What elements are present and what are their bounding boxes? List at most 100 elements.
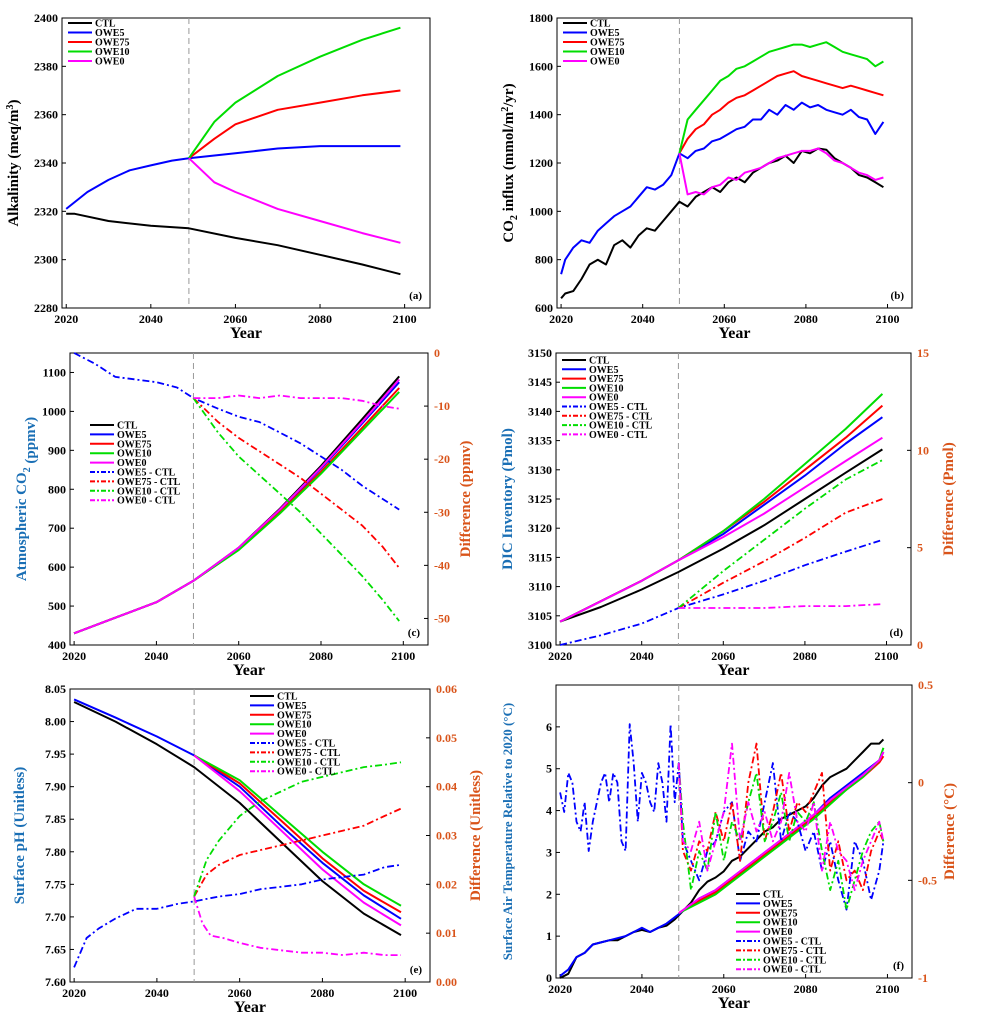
y-axis-label-text: DIC Inventory (Pmol) — [500, 428, 516, 570]
legend-label-text: OWE10 — [277, 720, 311, 731]
series-line-owe75 — [188, 89, 401, 159]
x-tick-label: 2080 — [308, 312, 332, 326]
legend-label: OWE5 - CTL — [277, 739, 336, 750]
y-tick-label: 3150 — [528, 346, 552, 360]
legend-label-text: OWE0 — [95, 57, 124, 68]
legend-label: OWE0 - CTL — [589, 430, 648, 441]
series-line-owe0 — [73, 378, 400, 635]
y-tick-label: 7.60 — [45, 975, 66, 989]
legend-label: OWE10 - CTL — [277, 757, 341, 768]
panel-a: 2020 2040 2060 2080 2100 2280 2300 2320 2340 2360… — [5, 11, 431, 342]
x-tick-label: 2060 — [228, 986, 252, 1000]
legend-label: OWE75 - CTL — [763, 946, 827, 957]
x-tick-label: 2100 — [875, 649, 899, 663]
x-axis-label-text: Year — [230, 325, 262, 342]
y-axis-label: Surface pH (Unitless) — [12, 767, 28, 905]
plot-frame — [69, 352, 429, 646]
y-axis-label: Surface Air Temperature Relative to 2020… — [500, 703, 515, 960]
legend-label-text: OWE0 - CTL — [763, 965, 822, 976]
x-tick-label: 2020 — [54, 312, 78, 326]
legend-label: OWE0 — [277, 729, 306, 740]
y-right-tick-label: 0.00 — [436, 975, 457, 989]
legend-label: OWE5 - CTL — [117, 468, 176, 479]
y-right-tick-label: 0.5 — [918, 678, 933, 692]
legend-label: OWE10 - CTL — [763, 955, 827, 966]
y-tick-label: 3100 — [528, 638, 552, 652]
series-line-owe0-ctl — [193, 896, 401, 956]
legend-label: OWE5 — [589, 365, 618, 376]
series-line-owe10-ctl — [677, 459, 883, 609]
x-tick-label: 2100 — [875, 982, 899, 996]
y-tick-label: 3115 — [529, 550, 552, 564]
legend-label: OWE0 - CTL — [763, 965, 822, 976]
panel-e: 2020 2040 2060 2080 2100 7.60 7.65 7.70 7.75 7.80… — [12, 682, 484, 1016]
legend-label: OWE0 - CTL — [277, 767, 336, 778]
series-line-owe0 — [559, 436, 883, 623]
x-axis-label-text: Year — [234, 999, 266, 1016]
legend-label: OWE75 - CTL — [589, 411, 653, 422]
legend-label: OWE0 — [117, 458, 146, 469]
legend-label: OWE75 - CTL — [117, 477, 181, 488]
series-line-owe0 — [193, 754, 402, 927]
legend-label: OWE10 — [277, 720, 311, 731]
y-tick-label: 8.00 — [45, 715, 66, 729]
panel-c: 2020 2040 2060 2080 2100 400 500 600 700 800 900 10… — [14, 346, 474, 679]
y-tick-label: 5 — [546, 762, 552, 776]
legend-label-text: OWE75 — [763, 908, 797, 919]
y-right-tick-label: 0 — [917, 638, 923, 652]
legend-label-text: OWE10 - CTL — [117, 486, 181, 497]
legend-label-text: OWE75 - CTL — [589, 411, 653, 422]
legend-label: OWE5 — [117, 430, 146, 441]
y-tick-label: 7.65 — [45, 942, 66, 956]
y-tick-label: 3 — [546, 845, 552, 859]
panel-tag-text: (a) — [409, 290, 422, 302]
x-tick-label: 2040 — [630, 649, 654, 663]
y-tick-label: 1800 — [529, 11, 553, 25]
legend-label: CTL — [117, 421, 138, 432]
x-axis-label: Year — [230, 325, 262, 342]
y-tick-label: 1000 — [42, 404, 66, 418]
x-tick-label: 2060 — [711, 649, 735, 663]
legend-label-text: OWE5 - CTL — [277, 739, 336, 750]
legend-label: CTL — [589, 356, 610, 367]
series-line-owe5 — [560, 101, 885, 275]
y-tick-label: 1 — [546, 929, 552, 943]
y-axis-label-superscript: 3 — [5, 104, 16, 109]
legend-label: OWE0 — [95, 57, 124, 68]
plot-frame — [555, 684, 913, 979]
y-tick-label: 1600 — [529, 59, 553, 73]
legend-label: OWE75 - CTL — [277, 748, 341, 759]
panel-tag: (a) — [409, 290, 422, 302]
y-tick-label: 7.90 — [45, 780, 66, 794]
legend-label: OWE5 — [95, 28, 124, 39]
y-right-tick-label: -0.5 — [918, 873, 937, 887]
legend-label: OWE75 — [763, 908, 797, 919]
legend-label-text: OWE5 - CTL — [763, 937, 822, 948]
legend-label-text: OWE10 — [589, 383, 623, 394]
legend-label: OWE75 — [589, 374, 623, 385]
series-line-owe5-ctl — [559, 539, 883, 646]
y-tick-label: 3135 — [528, 434, 552, 448]
y-tick-label: 7.85 — [45, 812, 66, 826]
series-line-owe10 — [193, 754, 402, 907]
y-tick-label: 3110 — [529, 580, 552, 594]
y-tick-label: 800 — [48, 482, 66, 496]
y-tick-label: 3145 — [528, 375, 552, 389]
y-tick-label: 3105 — [528, 609, 552, 623]
y-right-tick-label: 0 — [918, 776, 924, 790]
legend-label-text: OWE0 — [277, 729, 306, 740]
series-line-owe75-ctl — [677, 498, 883, 609]
series-line-owe5-ctl — [73, 352, 400, 511]
y-axis-label: Atmospheric CO2 (ppmv) — [14, 417, 39, 581]
legend-label-text: OWE0 — [589, 393, 618, 404]
x-tick-label: 2040 — [630, 982, 654, 996]
y-tick-label: 3130 — [528, 463, 552, 477]
panel-tag: (d) — [890, 627, 904, 639]
panel-tag: (e) — [410, 964, 423, 976]
legend-label-text: OWE75 — [590, 38, 624, 49]
y-right-axis-label-text: Difference (Pmol) — [941, 442, 957, 555]
panel-tag: (c) — [408, 627, 421, 639]
legend-label-text: OWE75 — [95, 38, 129, 49]
series-line-ctl — [560, 147, 884, 299]
